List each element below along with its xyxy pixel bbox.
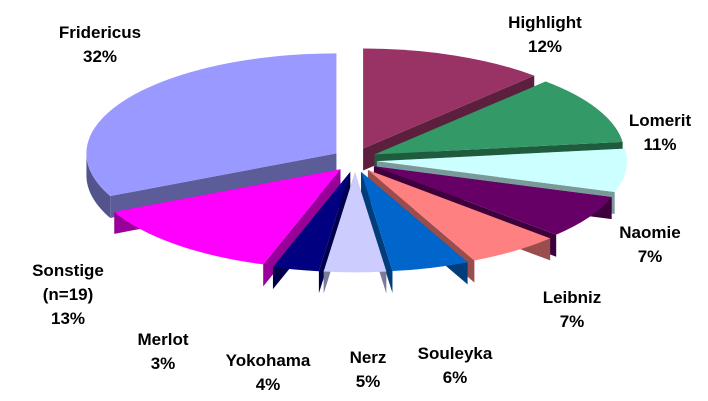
slice-top (361, 171, 468, 272)
data-label: Highlight 12% (498, 11, 593, 59)
label-value: 11% (643, 135, 677, 154)
label-name: Leibniz (542, 288, 602, 307)
label-name: Fridericus (58, 23, 142, 42)
slice-top (374, 81, 623, 155)
slice-top (272, 172, 351, 272)
label-value: 7% (637, 247, 663, 266)
label-name: Nerz (349, 348, 387, 367)
data-label: Leibniz 7% (525, 286, 620, 334)
label-value: 7% (559, 312, 585, 331)
label-name: Lomerit (628, 111, 692, 130)
label-value: 12% (527, 37, 563, 56)
label-name: Naomie (619, 223, 681, 242)
slice-top (114, 169, 341, 265)
slice (86, 53, 337, 218)
data-label: Sonstige (n=19) 13% (21, 259, 116, 331)
data-label: Merlot 3% (116, 328, 211, 376)
label-value: 13% (50, 309, 86, 328)
label-name: Highlight (508, 13, 582, 32)
label-value: 32% (82, 47, 118, 66)
slice (361, 171, 468, 294)
slice (323, 172, 387, 294)
label-value: 5% (355, 372, 381, 391)
label-name: Souleyka (417, 344, 493, 363)
data-label: Naomie 7% (603, 221, 698, 269)
slice-top (363, 48, 535, 149)
slice-top (373, 166, 612, 235)
data-label: Yokohama 4% (221, 349, 316, 397)
label-value: 6% (442, 368, 468, 387)
slice-side (361, 171, 393, 294)
data-label: Lomerit 11% (613, 109, 708, 157)
label-name: Sonstige (n=19) (32, 261, 104, 304)
slice-top (86, 53, 337, 196)
slice-top (323, 172, 387, 273)
slice-top (376, 148, 627, 193)
data-label: Souleyka 6% (408, 342, 503, 390)
label-value: 4% (255, 375, 281, 394)
slice-top (367, 169, 551, 261)
label-name: Yokohama (225, 351, 311, 370)
slice-wall (86, 153, 111, 218)
data-label: Fridericus 32% (53, 21, 148, 69)
data-label: Nerz 5% (321, 346, 416, 394)
slice-side (110, 153, 337, 218)
label-name: Merlot (137, 330, 189, 349)
label-value: 3% (150, 354, 176, 373)
